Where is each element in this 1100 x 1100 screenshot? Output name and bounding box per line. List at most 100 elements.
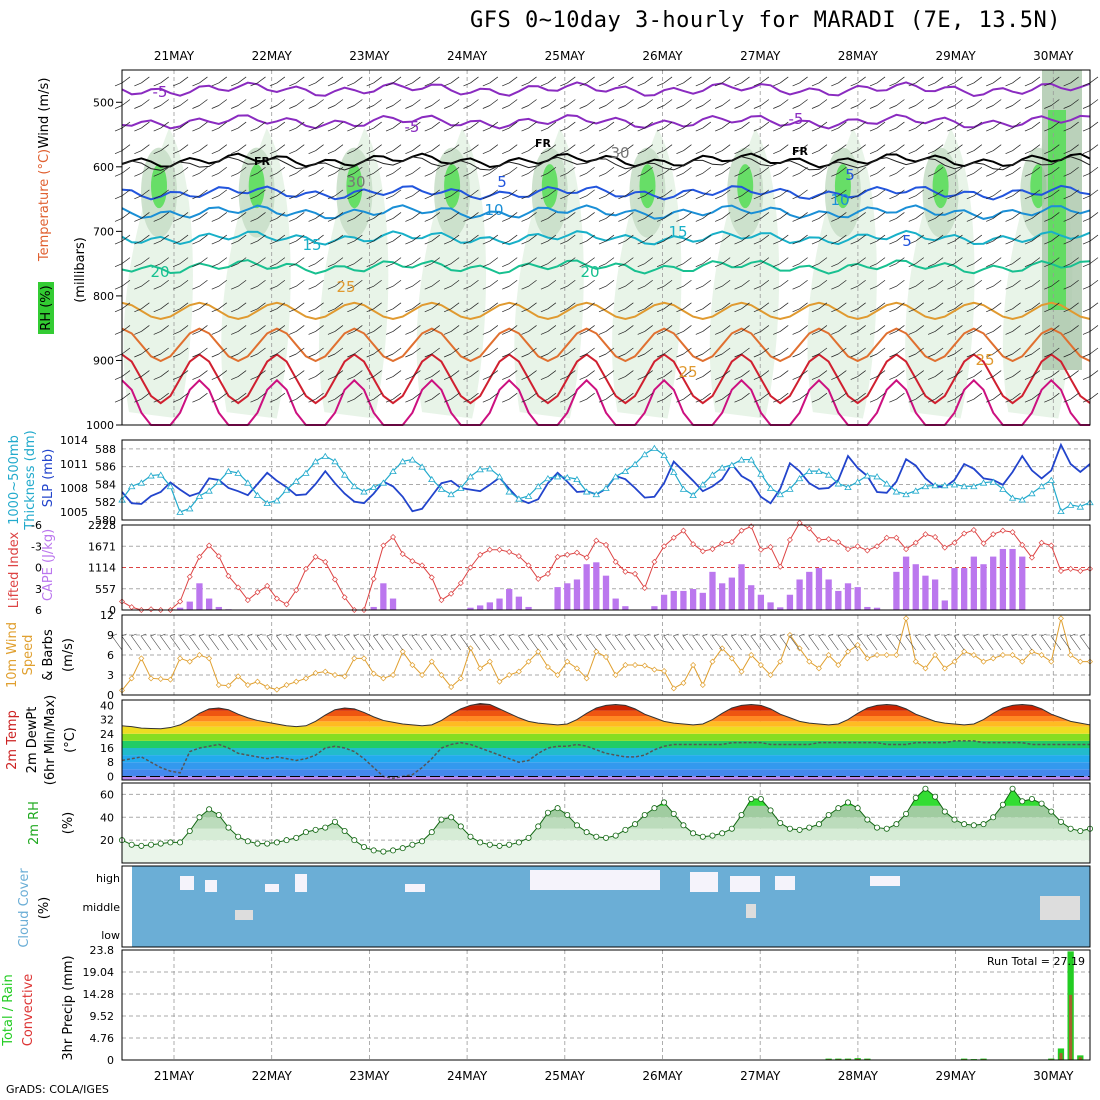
cape-bar xyxy=(738,564,745,610)
thickness-point xyxy=(611,473,620,480)
cloud-clear xyxy=(205,880,217,892)
wind-label-2: Speed xyxy=(21,635,36,676)
wind-barb xyxy=(1063,370,1079,380)
wind-barb xyxy=(1082,234,1099,245)
li-point xyxy=(380,542,387,549)
wind-barb xyxy=(966,166,983,177)
wind-barb xyxy=(792,121,808,132)
wind-barb xyxy=(521,166,537,177)
wind-speed-point xyxy=(273,686,280,693)
wind-barb xyxy=(192,234,208,245)
wind-barb xyxy=(521,257,537,267)
wind-barb xyxy=(986,325,1002,335)
wind-barb xyxy=(269,302,286,313)
wind-barb xyxy=(443,212,460,222)
wind-barb-10m xyxy=(130,633,142,651)
wind-barb xyxy=(966,212,983,222)
wind-barb xyxy=(753,212,770,222)
thickness-point xyxy=(331,458,339,465)
cape-bar xyxy=(835,590,842,610)
wind-barb xyxy=(1044,302,1060,313)
rh-point xyxy=(932,793,939,800)
wind-barb xyxy=(831,325,847,335)
wind-barb xyxy=(347,166,363,177)
wind-speed-point xyxy=(1009,652,1016,658)
wind-barb-10m xyxy=(372,633,384,651)
wind-barb xyxy=(366,302,382,313)
li-point xyxy=(1077,568,1084,575)
rh-point xyxy=(632,821,639,828)
wind-barb xyxy=(715,370,731,380)
wind-barb xyxy=(811,99,828,109)
thickness-point xyxy=(127,482,136,490)
wind-barb-10m xyxy=(711,633,723,651)
wind-barb-10m xyxy=(682,633,694,651)
wind-speed-point xyxy=(1019,658,1026,665)
thickness-point xyxy=(224,467,233,475)
rh-shade-high xyxy=(248,164,265,209)
wind-barb xyxy=(695,347,712,358)
wind-barb-10m xyxy=(188,633,200,651)
temp-label-4: (°C) xyxy=(63,727,78,753)
thickness-point xyxy=(670,468,678,475)
wind-barb xyxy=(443,347,460,358)
wind-barb xyxy=(443,189,460,200)
thickness-point xyxy=(853,478,862,485)
rh-point xyxy=(864,816,871,823)
wind-barb xyxy=(192,257,208,267)
thickness-point xyxy=(321,452,329,459)
wind-barb-10m xyxy=(111,633,123,651)
wind-barb xyxy=(482,212,499,222)
wind-speed-point xyxy=(235,673,242,680)
wind-barb xyxy=(966,347,983,358)
wind-speed-point xyxy=(438,672,445,678)
rh-point xyxy=(912,794,919,801)
wind-barb xyxy=(463,234,479,245)
wind-speed-point xyxy=(883,652,890,658)
profile-ytick-label: 800 xyxy=(93,290,114,303)
wind-barb xyxy=(560,325,576,335)
cape-bar xyxy=(196,583,203,610)
wind-barb xyxy=(443,99,460,109)
rh-point xyxy=(757,796,764,803)
wind-speed-point xyxy=(196,652,203,658)
wind-speed-point xyxy=(786,632,793,638)
wind-barb xyxy=(502,189,518,200)
wind-barb xyxy=(443,370,460,380)
wind-barb xyxy=(502,76,518,87)
thickness-point xyxy=(573,475,581,483)
li-point xyxy=(254,589,261,596)
wind-barb xyxy=(405,257,421,267)
wind-barb xyxy=(482,370,499,380)
rh-label-1: 2m RH xyxy=(27,801,42,845)
wind-barb xyxy=(114,370,131,380)
wind-barb xyxy=(869,325,886,335)
li-point xyxy=(1019,541,1026,548)
wind-barb xyxy=(231,99,247,109)
wind-barb xyxy=(405,302,421,313)
rh-point xyxy=(641,812,648,819)
rh-point xyxy=(409,841,416,848)
wind-barb xyxy=(424,121,440,132)
wind-barb xyxy=(134,76,150,87)
wind-barb-10m xyxy=(392,633,403,651)
wind-barb xyxy=(792,212,808,222)
cape-bar xyxy=(999,548,1007,610)
wind-barb xyxy=(831,212,847,222)
thickness-point xyxy=(786,485,794,492)
wind-barb-10m xyxy=(179,633,191,651)
wind-barb xyxy=(231,121,247,132)
wind-barb xyxy=(192,76,208,87)
wind-barb xyxy=(811,347,828,358)
rh-point xyxy=(690,830,697,837)
temp-band xyxy=(122,705,1090,711)
wind-barb xyxy=(811,234,828,245)
wind-barb xyxy=(424,212,440,222)
wind-barb xyxy=(831,76,847,87)
thickness-point xyxy=(399,458,407,465)
wind-barb xyxy=(385,76,402,87)
wind-barb xyxy=(114,279,131,290)
wind-barb xyxy=(502,347,518,358)
wind-barb xyxy=(250,99,266,109)
cape-bar xyxy=(719,583,726,610)
